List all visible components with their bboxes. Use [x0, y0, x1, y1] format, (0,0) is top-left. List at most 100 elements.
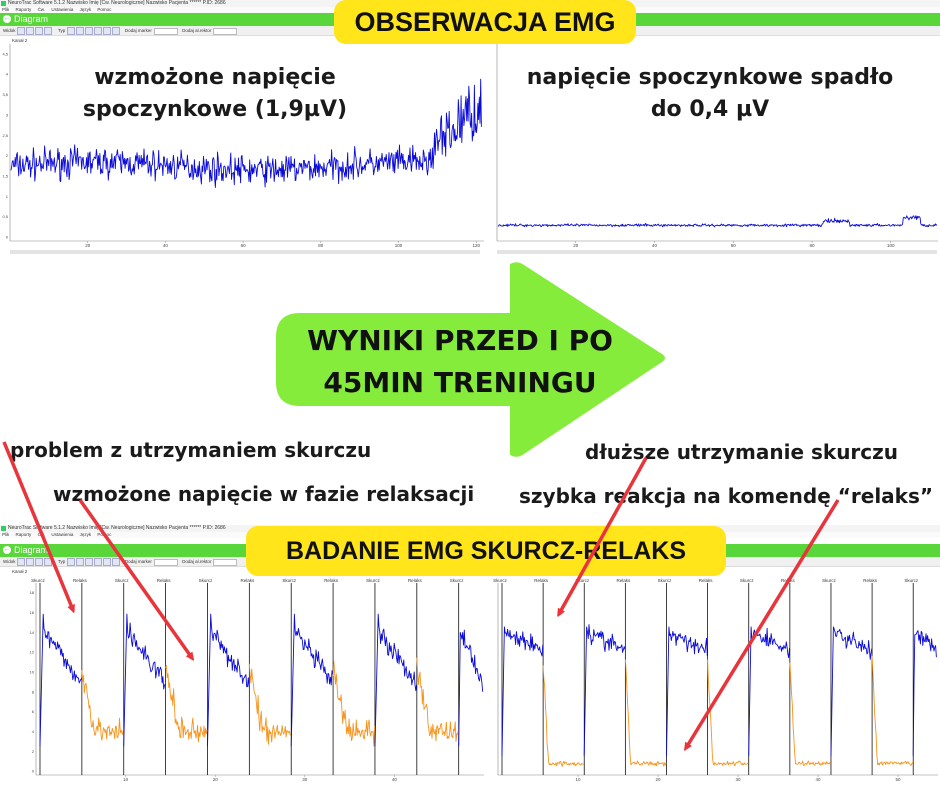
x-tick-label: 120	[472, 243, 480, 248]
contract-signal	[39, 613, 82, 747]
marker-label: Skurcz	[115, 578, 130, 583]
banner-emg-observation: OBSERWACJA EMG	[334, 0, 636, 44]
relax-signal	[707, 659, 749, 767]
menu-help[interactable]: Pomoc	[97, 7, 112, 12]
chart-bars-icon-2[interactable]	[17, 558, 26, 566]
marker2-select[interactable]	[213, 27, 238, 35]
x-tick-label: 20	[655, 777, 661, 782]
y-tick-label: 6	[32, 709, 35, 714]
view-label: Widok	[3, 28, 16, 34]
marker-label: Skurcz	[575, 578, 590, 583]
contract-signal	[458, 629, 484, 747]
zoom-in-icon[interactable]	[67, 27, 76, 35]
menu-reports-2[interactable]: Raporty	[15, 532, 32, 537]
scrollbar-left[interactable]	[10, 250, 480, 254]
step-icon-2[interactable]	[103, 558, 112, 566]
relax-signal	[81, 670, 124, 741]
red-arrow-relax-tension	[78, 498, 192, 658]
relax-signal	[624, 659, 667, 767]
back-arrow-icon-2[interactable]: ←	[3, 546, 11, 554]
marker-label: Skurcz	[658, 578, 673, 583]
marker-label: Relaks	[616, 578, 631, 583]
chart-stack-icon[interactable]	[44, 27, 53, 35]
x-tick-label: 10	[575, 777, 581, 782]
menu-file-2[interactable]: Plik	[2, 532, 10, 537]
play-icon-2[interactable]	[94, 558, 103, 566]
chart-lines-icon-2[interactable]	[26, 558, 35, 566]
relax-signal	[789, 662, 831, 766]
x-tick-label: 40	[392, 777, 398, 782]
marker-label: Skurcz	[282, 578, 297, 583]
chart-lines-icon[interactable]	[26, 27, 35, 35]
app-icon-2	[1, 526, 6, 531]
zoom-in-icon-2[interactable]	[67, 558, 76, 566]
caption-fast-relax: szybka reakcja na komendę “relaks”	[519, 484, 934, 508]
marker-label: Relaks	[73, 578, 88, 583]
chart-area-icon[interactable]	[35, 27, 44, 35]
marker-label: Skurcz	[822, 578, 837, 583]
add-marker-label: Dodaj marker	[124, 28, 152, 34]
x-tick-label: 20	[85, 243, 91, 248]
caption-increased-resting: wzmożone napięcie spoczynkowe (1,9µV)	[82, 65, 348, 122]
marker-label: Skurcz	[904, 578, 919, 583]
banner-contract-relax-test: BADANIE EMG SKURCZ-RELAKS	[246, 526, 726, 576]
menu-language-2[interactable]: Język	[79, 532, 92, 537]
marker-label: Relaks	[157, 578, 172, 583]
zoom-out-icon[interactable]	[76, 27, 85, 35]
pan-icon[interactable]	[85, 27, 94, 35]
menu-exercises[interactable]: Ćw.	[37, 7, 46, 12]
contract-signal	[374, 613, 418, 747]
relax-signal	[332, 661, 376, 747]
play-icon[interactable]	[94, 27, 103, 35]
y-tick-label: 16	[30, 610, 35, 615]
scrollbar-right[interactable]	[497, 250, 937, 254]
menu-file[interactable]: Plik	[2, 7, 10, 12]
folder-icon[interactable]	[112, 27, 121, 35]
chart-observation-after: 20 40 60 80 100	[496, 44, 938, 248]
channel-label-top: Kanał 2	[12, 38, 28, 43]
back-arrow-icon[interactable]: ←	[3, 15, 11, 23]
y-tick-label: 0	[32, 769, 35, 774]
y-tick-label: 1	[6, 194, 9, 199]
emg-signal-after	[497, 215, 938, 228]
marker-select-2[interactable]	[153, 558, 178, 566]
marker-label: Relaks	[534, 578, 549, 583]
chart-bars-icon[interactable]	[17, 27, 26, 35]
add-marker2-label: Dodaj al.rektor	[182, 28, 212, 34]
marker-label: Relaks	[699, 578, 714, 583]
relax-signal	[871, 655, 914, 766]
folder-icon-2[interactable]	[112, 558, 121, 566]
pan-icon-2[interactable]	[85, 558, 94, 566]
step-icon[interactable]	[103, 27, 112, 35]
x-tick-label: 20	[213, 777, 219, 782]
y-tick-label: 1,5	[2, 173, 8, 178]
arrow-shape	[276, 262, 665, 457]
x-tick-label: 100	[887, 243, 895, 248]
y-tick-label: 10	[30, 669, 35, 674]
zoom-out-icon-2[interactable]	[76, 558, 85, 566]
chart-area-icon-2[interactable]	[35, 558, 44, 566]
menu-settings-2[interactable]: Ustawienia	[51, 532, 74, 537]
red-arrow-longer-hold	[559, 457, 648, 614]
marker-label: Skurcz	[199, 578, 214, 583]
caption-resting-dropped: napięcie spoczynkowe spadło do 0,4 µV	[526, 65, 894, 122]
x-tick-label: 20	[573, 243, 579, 248]
app-icon	[1, 1, 6, 6]
x-tick-label: 30	[302, 777, 308, 782]
menu-settings[interactable]: Ustawienia	[51, 7, 74, 12]
menu-language[interactable]: Język	[79, 7, 92, 12]
x-tick-label: 60	[241, 243, 247, 248]
y-tick-label: 3,5	[2, 92, 8, 97]
marker-select[interactable]	[153, 27, 178, 35]
marker2-select-2[interactable]	[213, 558, 238, 566]
results-arrow	[276, 262, 665, 457]
menu-reports[interactable]: Raporty	[15, 7, 32, 12]
marker-label: Relaks	[408, 578, 423, 583]
y-tick-label: 0,5	[2, 214, 8, 219]
diagram-title: Diagram	[14, 14, 49, 24]
marker-label: Skurcz	[450, 578, 465, 583]
marker-label: Relaks	[240, 578, 255, 583]
y-tick-label: 8	[32, 689, 35, 694]
